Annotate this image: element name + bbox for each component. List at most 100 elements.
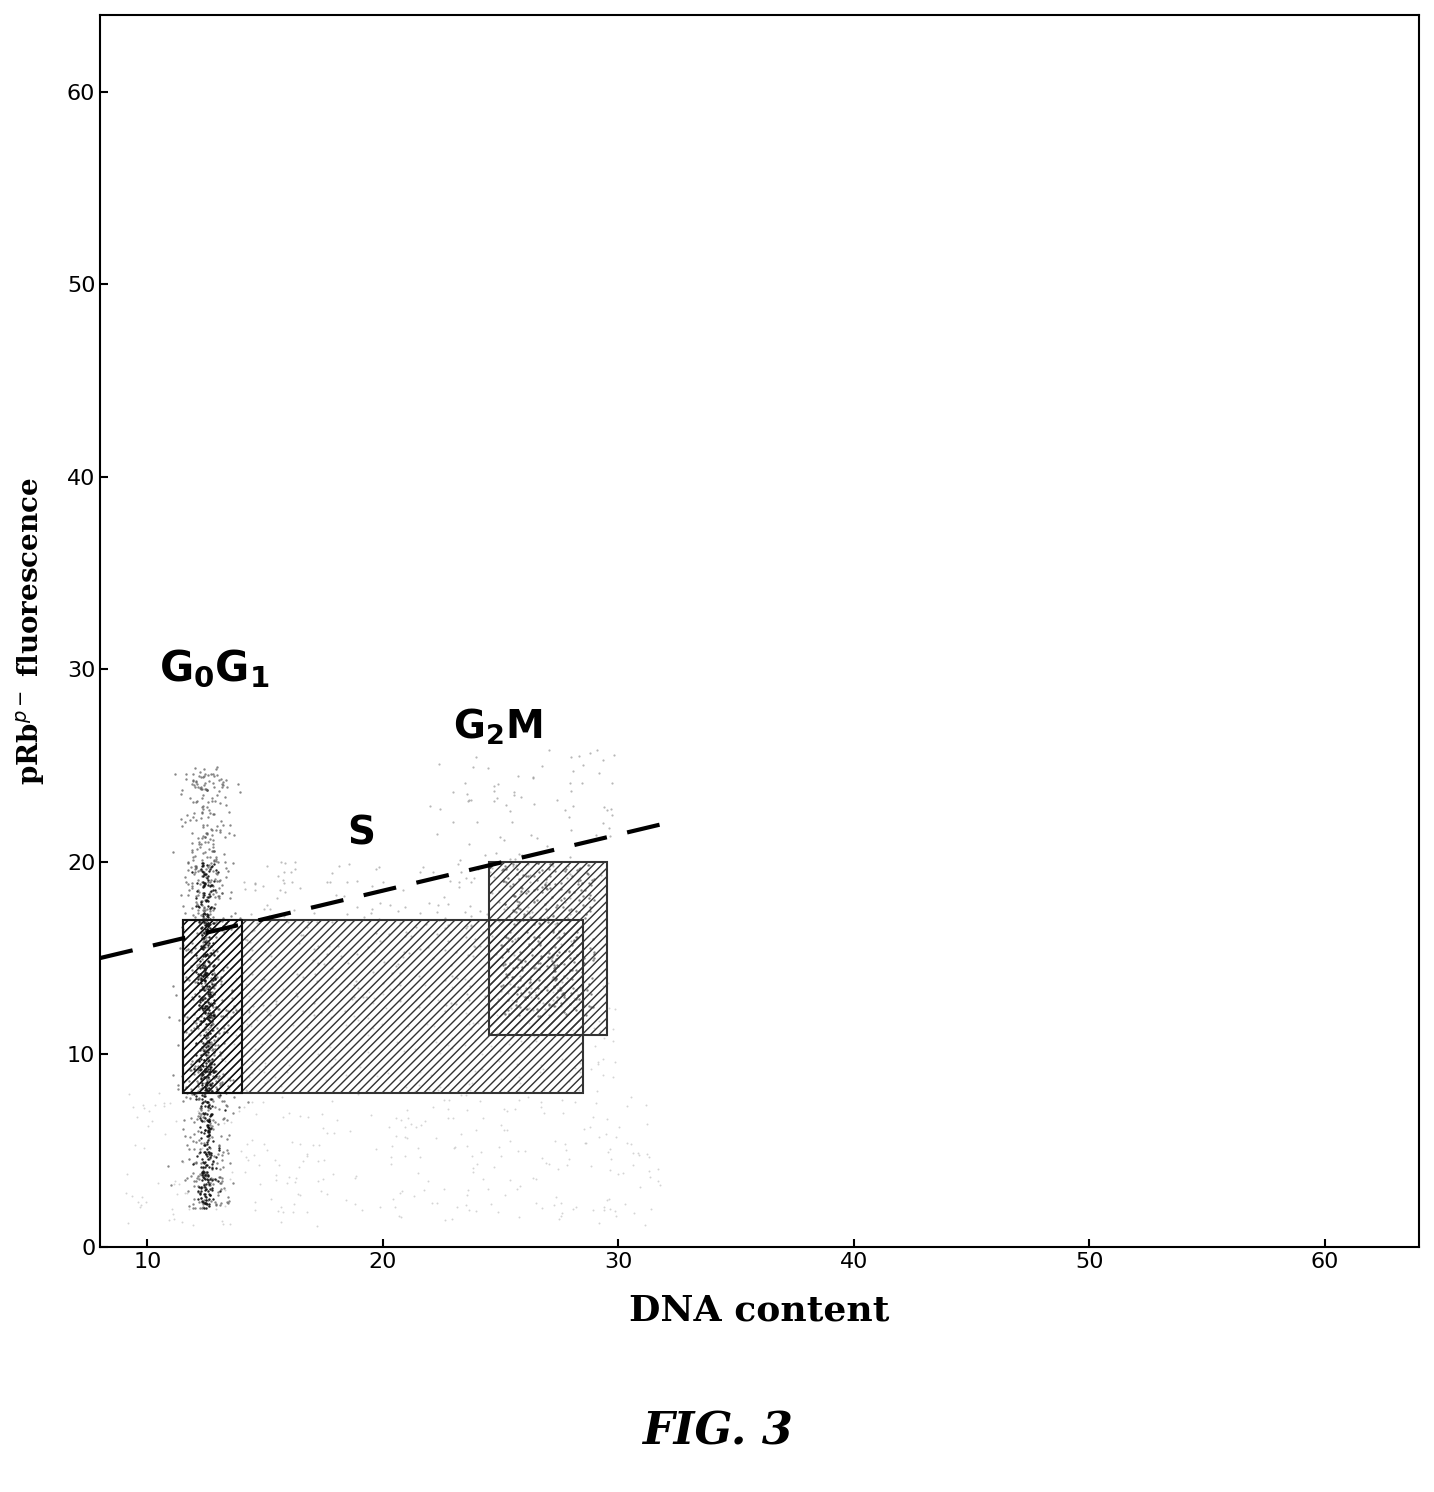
Point [225, 998, 248, 1022]
Point [307, 1170, 330, 1194]
Point [192, 901, 215, 925]
Point [191, 1064, 214, 1088]
Point [205, 1077, 228, 1101]
Point [206, 876, 229, 900]
Point [440, 991, 463, 1015]
Point [271, 977, 294, 1001]
Point [348, 1055, 371, 1079]
Point [241, 995, 264, 1019]
Point [268, 1153, 291, 1177]
Point [182, 1197, 205, 1220]
Point [393, 925, 416, 949]
Point [199, 1052, 222, 1076]
Point [201, 1150, 224, 1174]
Point [208, 821, 231, 844]
Point [278, 1053, 301, 1077]
Point [181, 988, 204, 1012]
Point [225, 1024, 248, 1047]
Point [242, 877, 265, 901]
Point [380, 1152, 403, 1176]
Point [436, 1098, 459, 1122]
Point [202, 904, 225, 928]
Point [188, 1086, 211, 1110]
Point [176, 883, 199, 907]
Point [214, 1003, 237, 1026]
Point [195, 1089, 218, 1113]
Point [281, 1200, 304, 1223]
Point [394, 919, 417, 943]
Point [204, 967, 227, 991]
Point [251, 1032, 274, 1056]
Point [270, 1074, 293, 1098]
Point [396, 1013, 419, 1037]
Point [535, 898, 558, 922]
Point [509, 968, 532, 992]
Point [194, 959, 217, 983]
Point [189, 1097, 212, 1120]
Point [357, 980, 380, 1004]
Point [264, 1065, 287, 1089]
Point [192, 1182, 215, 1206]
Point [601, 1029, 624, 1053]
Point [483, 774, 506, 798]
Point [303, 901, 326, 925]
Point [196, 1070, 219, 1094]
Point [543, 995, 566, 1019]
Point [457, 1012, 480, 1035]
Point [470, 1056, 493, 1080]
Point [455, 865, 478, 889]
Point [132, 1094, 155, 1118]
Point [199, 1141, 222, 1165]
Point [519, 967, 542, 991]
Point [199, 974, 222, 998]
Point [513, 988, 536, 1012]
Point [181, 1049, 204, 1073]
Point [175, 1021, 198, 1044]
Point [201, 1152, 224, 1176]
Point [195, 962, 218, 986]
Point [194, 979, 217, 1003]
Point [500, 988, 523, 1012]
Point [518, 901, 541, 925]
Point [427, 752, 450, 776]
Point [209, 818, 232, 841]
Point [185, 1043, 208, 1067]
Point [169, 883, 192, 907]
Point [181, 876, 204, 900]
Point [126, 1189, 149, 1213]
Point [647, 1168, 670, 1192]
Point [251, 992, 274, 1016]
Point [196, 894, 219, 918]
Point [214, 1194, 237, 1217]
Point [407, 995, 430, 1019]
Point [212, 773, 235, 797]
Point [638, 1159, 661, 1183]
Point [539, 937, 562, 961]
Point [184, 959, 206, 983]
Point [198, 919, 221, 943]
Point [189, 935, 212, 959]
Point [194, 913, 217, 937]
Point [579, 1058, 602, 1082]
Point [202, 971, 225, 995]
Point [195, 1137, 218, 1161]
Point [526, 825, 549, 849]
Point [488, 891, 511, 915]
Point [515, 998, 538, 1022]
Point [543, 859, 566, 883]
Point [186, 1164, 209, 1188]
Point [196, 1153, 219, 1177]
Point [565, 998, 588, 1022]
Point [199, 844, 222, 868]
Point [528, 859, 551, 883]
Point [496, 895, 519, 919]
Point [326, 1109, 348, 1132]
Point [551, 1088, 574, 1112]
Point [192, 1082, 215, 1106]
Point [211, 1070, 234, 1094]
Point [502, 780, 525, 804]
Point [196, 789, 219, 813]
Point [186, 1071, 209, 1095]
Point [152, 1094, 175, 1118]
Point [191, 935, 214, 959]
